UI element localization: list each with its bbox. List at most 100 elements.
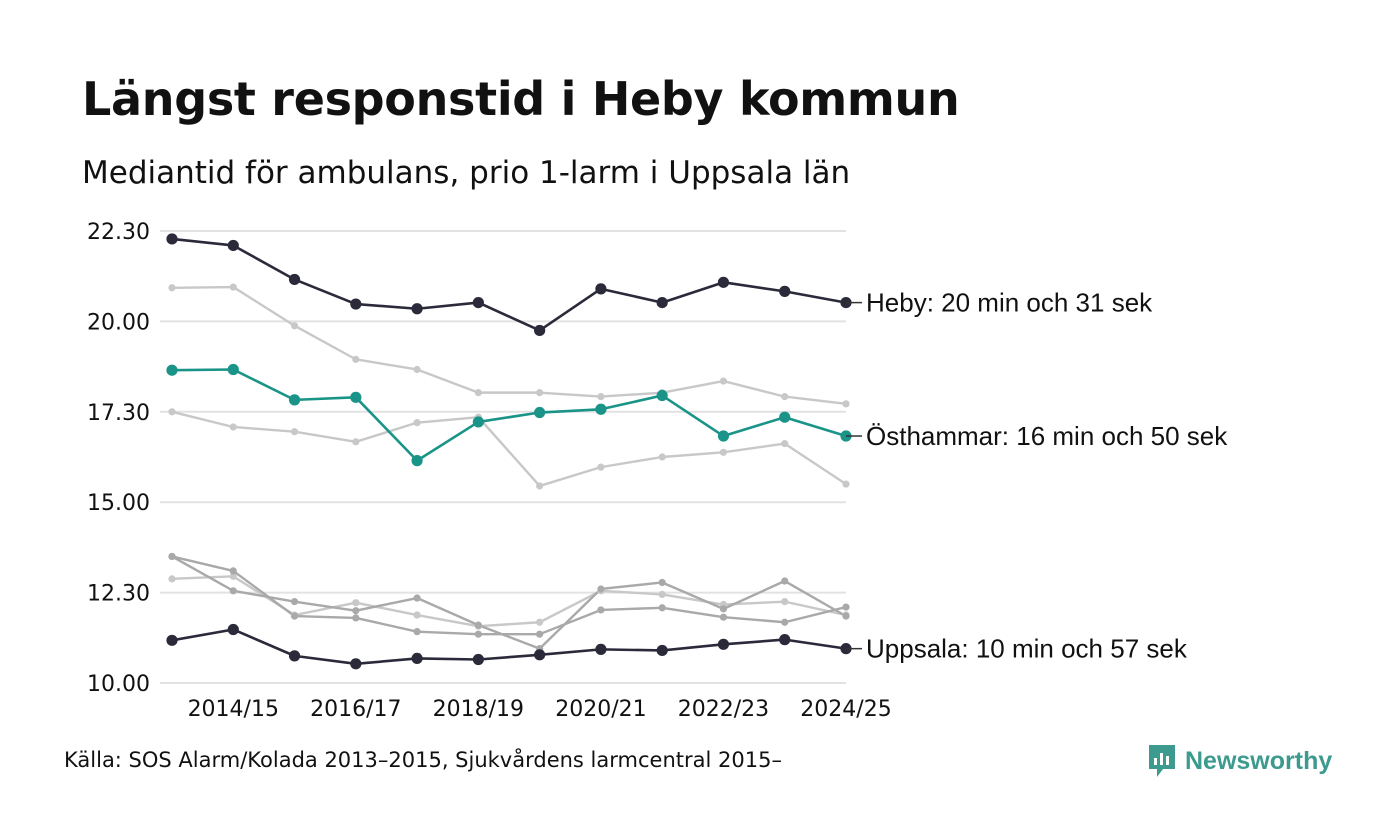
data-point-kommun-a [719, 377, 728, 385]
series-line-kommun-d [170, 555, 848, 636]
series-label-heby: Heby: 20 min och 31 sek [866, 288, 1153, 318]
data-point-uppsala [227, 623, 239, 636]
chart-title: Längst responstid i Heby kommun [82, 72, 960, 126]
data-point-kommun-e [781, 577, 789, 585]
data-point-uppsala [595, 643, 607, 655]
data-point-kommun-d [352, 614, 360, 622]
y-tick-label: 15.00 [87, 491, 150, 516]
data-point-kommun-b [781, 440, 789, 448]
data-point-kommun-e [168, 552, 176, 561]
data-point-kommun-b [597, 463, 605, 471]
data-point-östhammar [411, 455, 423, 467]
data-point-kommun-b [413, 419, 421, 427]
data-point-kommun-e [352, 607, 360, 615]
y-tick-label: 22.30 [87, 220, 150, 245]
data-point-kommun-d [413, 628, 421, 636]
y-tick-label: 17.30 [87, 401, 150, 426]
series-label-uppsala: Uppsala: 10 min och 57 sek [866, 634, 1188, 664]
data-point-östhammar [227, 363, 239, 376]
data-point-kommun-a [290, 322, 299, 330]
source-note: Källa: SOS Alarm/Kolada 2013–2015, Sjukv… [64, 748, 782, 772]
data-point-uppsala [779, 634, 791, 646]
data-point-heby [166, 233, 178, 245]
data-point-kommun-d [719, 613, 728, 621]
data-point-kommun-b [719, 448, 728, 456]
data-point-kommun-c [168, 575, 176, 583]
data-point-heby [717, 276, 730, 288]
data-point-heby [227, 239, 239, 252]
data-point-heby [656, 296, 668, 309]
data-point-kommun-e [290, 598, 299, 606]
data-point-kommun-c [413, 611, 421, 619]
data-point-uppsala [717, 638, 730, 650]
data-point-kommun-c [352, 599, 360, 607]
data-point-heby [595, 283, 607, 295]
data-point-uppsala [288, 650, 301, 662]
data-point-uppsala [472, 653, 484, 666]
series-line-heby [170, 237, 848, 332]
data-point-östhammar [717, 430, 730, 442]
chart-subtitle: Mediantid för ambulans, prio 1-larm i Up… [82, 155, 851, 191]
data-point-östhammar [350, 391, 362, 403]
y-tick-label: 10.00 [87, 672, 150, 697]
data-point-uppsala [166, 634, 178, 646]
data-point-kommun-e [474, 621, 482, 629]
y-tick-label: 12.30 [87, 582, 150, 607]
data-point-kommun-a [229, 283, 237, 291]
data-point-kommun-b [290, 428, 299, 436]
x-tick-label: 2018/19 [433, 697, 524, 722]
x-tick-label: 2024/25 [800, 697, 891, 722]
data-point-heby [472, 296, 484, 309]
x-tick-label: 2022/23 [678, 697, 769, 722]
x-tick-label: 2016/17 [310, 697, 401, 722]
data-point-kommun-a [352, 355, 360, 363]
data-point-kommun-a [781, 393, 789, 401]
data-point-kommun-a [597, 393, 605, 401]
data-point-kommun-b [352, 438, 360, 446]
data-point-kommun-d [536, 630, 544, 638]
data-point-östhammar [779, 411, 791, 423]
brand-name: Newsworthy [1185, 746, 1333, 775]
data-point-uppsala [656, 644, 668, 657]
data-point-kommun-a [474, 389, 482, 397]
x-tick-label: 2020/21 [555, 697, 646, 722]
data-point-kommun-d [597, 606, 605, 614]
series-line-uppsala [170, 628, 848, 666]
data-point-östhammar [166, 364, 178, 376]
series-line-kommun-b [170, 410, 848, 488]
data-point-kommun-b [842, 480, 850, 488]
data-point-kommun-b [168, 408, 176, 416]
y-tick-label: 20.00 [87, 310, 150, 335]
data-point-heby [534, 324, 546, 337]
data-point-kommun-e [229, 587, 237, 595]
data-point-östhammar [472, 416, 484, 428]
data-point-kommun-a [842, 400, 850, 408]
newsworthy-logo: Newsworthy [1147, 743, 1332, 779]
data-point-kommun-e [719, 605, 728, 613]
data-point-kommun-b [658, 453, 666, 461]
data-point-kommun-c [536, 618, 544, 626]
data-point-kommun-e [413, 594, 421, 602]
data-point-kommun-c [229, 572, 237, 580]
data-point-kommun-a [536, 389, 544, 397]
data-point-heby [411, 303, 423, 315]
data-point-kommun-c [781, 598, 789, 606]
data-point-kommun-b [229, 423, 237, 431]
data-point-kommun-d [842, 603, 850, 611]
data-point-uppsala [534, 649, 546, 661]
data-point-uppsala [350, 658, 362, 670]
data-point-kommun-e [658, 578, 666, 587]
newsworthy-logo-icon [1149, 745, 1175, 777]
data-point-östhammar [288, 394, 301, 406]
series-label-östhammar: Östhammar: 16 min och 50 sek [866, 421, 1228, 451]
data-point-kommun-d [658, 604, 666, 612]
data-point-kommun-b [536, 482, 544, 490]
data-point-heby [288, 273, 301, 286]
data-point-kommun-e [597, 585, 605, 593]
data-point-heby [350, 298, 362, 310]
data-point-östhammar [595, 403, 607, 415]
data-point-uppsala [411, 652, 423, 665]
data-point-kommun-c [658, 590, 666, 599]
series-line-kommun-e [170, 555, 848, 650]
